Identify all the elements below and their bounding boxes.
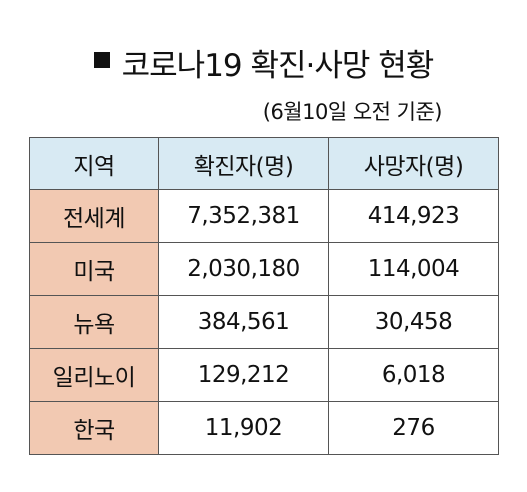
table-row: 미국 2,030,180 114,004 — [29, 242, 499, 296]
header-deaths: 사망자(명) — [328, 137, 499, 190]
region-cell: 뉴욕 — [29, 295, 159, 349]
table-row: 일리노이 129,212 6,018 — [29, 348, 499, 402]
region-cell: 전세계 — [29, 189, 159, 243]
region-cell: 일리노이 — [29, 348, 159, 402]
stats-table: 지역 확진자(명) 사망자(명) 전세계 7,352,381 414,923 미… — [29, 137, 499, 455]
page-title: 코로나19 확진·사망 현황 — [121, 48, 435, 84]
deaths-cell: 6,018 — [328, 348, 499, 402]
deaths-cell: 30,458 — [328, 295, 499, 349]
deaths-cell: 114,004 — [328, 242, 499, 296]
confirmed-cell: 129,212 — [158, 348, 329, 402]
square-bullet-icon — [93, 51, 110, 68]
title-block: 코로나19 확진·사망 현황 — [0, 40, 527, 85]
confirmed-cell: 11,902 — [158, 401, 329, 455]
region-cell: 한국 — [29, 401, 159, 455]
table-row: 한국 11,902 276 — [29, 401, 499, 455]
deaths-cell: 276 — [328, 401, 499, 455]
deaths-cell: 414,923 — [328, 189, 499, 243]
confirmed-cell: 7,352,381 — [158, 189, 329, 243]
confirmed-cell: 384,561 — [158, 295, 329, 349]
header-confirmed: 확진자(명) — [158, 137, 329, 190]
page-subtitle: (6월10일 오전 기준) — [262, 100, 443, 124]
table-header-row: 지역 확진자(명) 사망자(명) — [29, 137, 499, 190]
confirmed-cell: 2,030,180 — [158, 242, 329, 296]
table-row: 전세계 7,352,381 414,923 — [29, 189, 499, 243]
table-row: 뉴욕 384,561 30,458 — [29, 295, 499, 349]
header-region: 지역 — [29, 137, 159, 190]
region-cell: 미국 — [29, 242, 159, 296]
